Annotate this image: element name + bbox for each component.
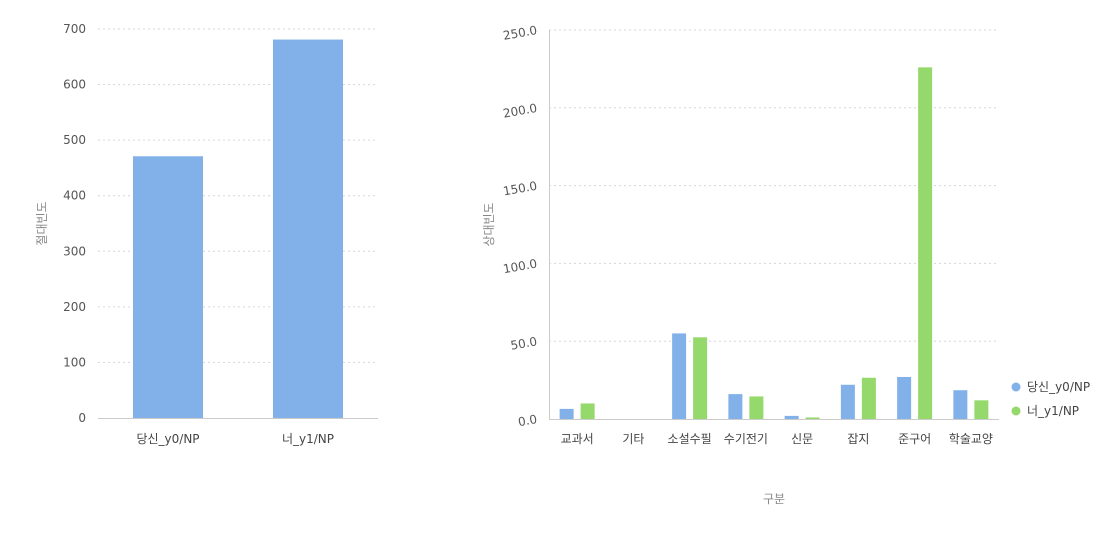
right-x-tick-label: 교과서 <box>561 432 594 446</box>
left-x-tick-label: 당신_y0/NP <box>136 432 199 446</box>
right-bar-series-0[interactable] <box>728 394 743 419</box>
right-bar-series-1[interactable] <box>693 337 708 419</box>
right-bar-series-1[interactable] <box>918 67 933 420</box>
right-bar-series-1[interactable] <box>861 377 876 419</box>
right-x-tick-label: 신문 <box>791 432 813 446</box>
right-y-tick-labels: 0.0 50.0 100.0 150.0 200.0 250.0 <box>502 23 538 429</box>
right-bar-series-0[interactable] <box>897 376 912 419</box>
right-bar-series-0[interactable] <box>784 415 799 419</box>
right-y-axis-title: 상대빈도 <box>482 202 496 246</box>
right-bar-series-1[interactable] <box>749 396 764 419</box>
left-x-tick-labels: 당신_y0/NP 너_y1/NP <box>136 432 334 446</box>
relative-frequency-chart: 0.0 50.0 100.0 150.0 200.0 250.0 교과서 기타 소설수필 수기전… <box>482 23 1090 506</box>
right-bar-series-0[interactable] <box>953 390 968 419</box>
left-bars <box>133 39 343 419</box>
left-y-tick-label: 200 <box>63 300 86 314</box>
right-bar-series-1[interactable] <box>974 400 989 419</box>
right-bar-series-1[interactable] <box>580 403 595 419</box>
right-bar-series-0[interactable] <box>559 408 574 419</box>
right-y-tick-label: 50.0 <box>509 334 538 352</box>
right-x-tick-label: 잡지 <box>847 432 869 446</box>
right-y-tick-label: 150.0 <box>502 179 538 199</box>
left-bar[interactable] <box>133 156 203 418</box>
right-y-tick-label: 0.0 <box>517 412 538 429</box>
left-y-axis-title: 절대빈도 <box>35 201 49 245</box>
right-x-tick-labels: 교과서 기타 소설수필 수기전기 신문 잡지 준구어 학술교양 <box>561 432 993 446</box>
left-y-tick-label: 600 <box>63 78 86 92</box>
left-y-tick-label: 700 <box>63 22 86 36</box>
right-x-tick-label: 수기전기 <box>724 432 768 446</box>
right-x-tick-label: 기타 <box>622 432 644 446</box>
right-x-axis-title: 구분 <box>763 492 785 506</box>
legend-marker <box>1011 382 1021 392</box>
absolute-frequency-chart: 0 100 200 300 400 500 600 700 당신_y0/NP 너_y1/NP 절… <box>35 22 378 446</box>
right-x-tick-label: 준구어 <box>898 432 931 446</box>
left-x-tick-label: 너_y1/NP <box>282 432 334 446</box>
left-bar[interactable] <box>273 39 343 419</box>
right-y-tick-label: 200.0 <box>502 101 538 121</box>
left-y-tick-label: 0 <box>78 411 86 425</box>
right-bar-series-0[interactable] <box>672 333 687 419</box>
legend-item-label[interactable]: 너_y1/NP <box>1027 404 1079 418</box>
right-y-tick-label: 100.0 <box>502 257 538 277</box>
right-x-tick-label: 학술교양 <box>949 432 993 446</box>
right-bar-series-0[interactable] <box>840 384 855 419</box>
left-y-tick-label: 400 <box>63 189 86 203</box>
right-y-tick-label: 250.0 <box>502 23 538 43</box>
right-bar-series-1[interactable] <box>805 417 820 419</box>
left-y-tick-label: 500 <box>63 133 86 147</box>
legend-marker <box>1011 406 1021 416</box>
legend[interactable]: 당신_y0/NP 너_y1/NP <box>1011 380 1091 418</box>
legend-item-label[interactable]: 당신_y0/NP <box>1027 380 1090 394</box>
left-y-tick-label: 100 <box>63 355 86 369</box>
left-y-tick-labels: 0 100 200 300 400 500 600 700 <box>63 22 86 425</box>
left-y-tick-label: 300 <box>63 244 86 258</box>
right-x-tick-label: 소설수필 <box>668 432 712 446</box>
right-bars <box>559 67 989 420</box>
